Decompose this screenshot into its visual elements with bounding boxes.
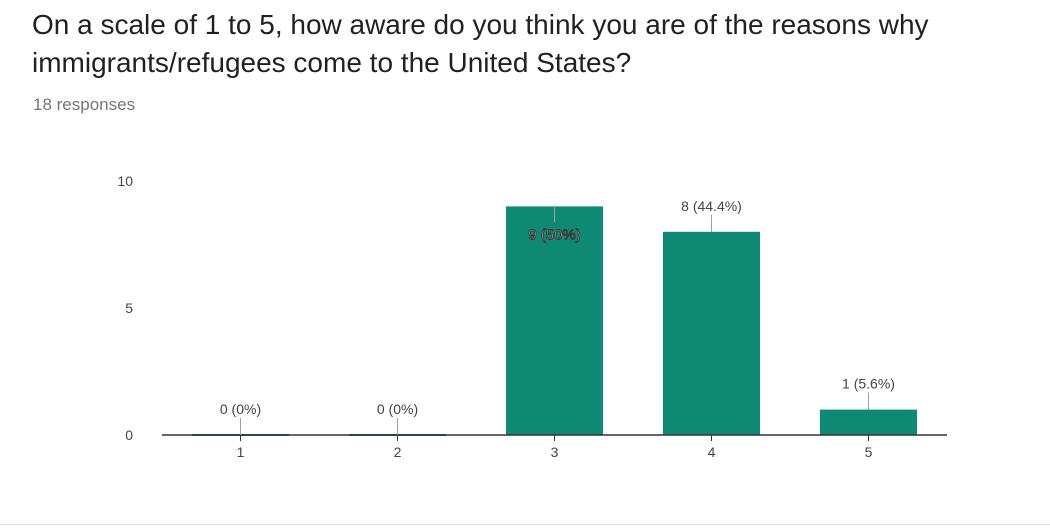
response-count: 18 responses <box>33 95 136 114</box>
label-leaders <box>240 205 869 435</box>
data-label: 0 (0%) <box>220 401 261 417</box>
y-axis-ticks: 0 5 10 <box>117 173 133 443</box>
y-tick-label: 0 <box>125 427 133 443</box>
x-tick-label: 5 <box>865 444 873 460</box>
x-tick-label: 1 <box>237 444 245 460</box>
data-label: 8 (44.4%) <box>681 198 742 214</box>
data-label: 9 (50%) <box>528 226 581 243</box>
data-labels: 0 (0%) 0 (0%) 9 (50%) 8 (44.4%) 1 (5.6%) <box>220 198 895 417</box>
data-label: 1 (5.6%) <box>842 376 895 392</box>
bar[interactable] <box>663 231 760 435</box>
data-label: 0 (0%) <box>377 401 418 417</box>
x-tick-label: 3 <box>551 444 559 460</box>
bars <box>192 206 917 436</box>
y-tick-label: 5 <box>125 300 133 316</box>
bar[interactable] <box>506 206 603 435</box>
question-title: On a scale of 1 to 5, how aware do you t… <box>32 9 929 78</box>
x-axis-ticks: 1 2 3 4 5 <box>237 435 873 460</box>
x-tick-label: 2 <box>394 444 402 460</box>
y-tick-label: 10 <box>117 173 133 189</box>
card-divider <box>0 524 1050 525</box>
x-tick-label: 4 <box>708 444 716 460</box>
bar[interactable] <box>820 409 917 435</box>
